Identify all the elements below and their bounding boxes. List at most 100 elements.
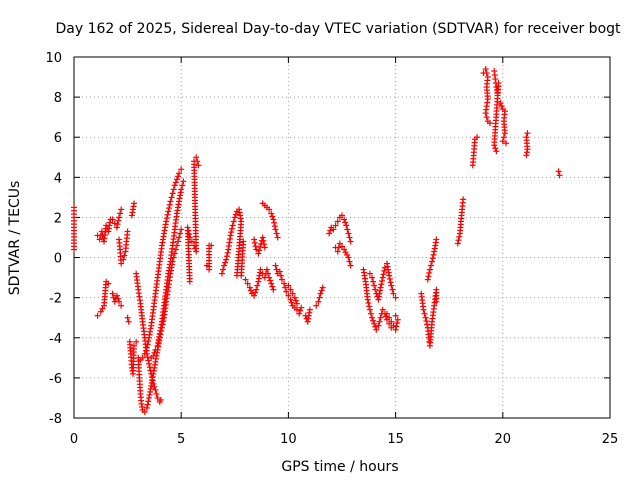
data-point <box>500 134 507 141</box>
data-point <box>493 148 500 155</box>
data-point <box>524 130 531 137</box>
data-point <box>115 217 122 224</box>
data-point <box>171 182 178 189</box>
data-point <box>114 221 121 228</box>
data-point <box>145 338 152 345</box>
data-point <box>163 218 170 225</box>
x-tick-label: 15 <box>387 432 404 447</box>
data-point <box>272 262 279 269</box>
data-point <box>269 283 276 290</box>
data-point <box>150 352 157 359</box>
data-point <box>420 306 427 313</box>
data-point <box>178 186 185 193</box>
data-point <box>382 313 389 320</box>
data-point <box>292 297 299 304</box>
data-point <box>433 236 440 243</box>
data-point <box>499 138 506 145</box>
data-point <box>293 300 300 307</box>
data-point <box>131 200 138 207</box>
data-point <box>394 316 401 323</box>
data-point <box>254 282 261 289</box>
data-point <box>370 278 377 285</box>
data-point <box>426 266 433 273</box>
data-point <box>184 224 191 231</box>
data-point <box>342 219 349 226</box>
data-point <box>268 210 275 217</box>
data-point <box>392 294 399 301</box>
data-point <box>365 300 372 307</box>
data-point <box>223 256 230 263</box>
data-point <box>315 298 322 305</box>
data-point <box>344 226 351 233</box>
data-point <box>277 272 284 279</box>
data-point <box>231 214 238 221</box>
data-point <box>170 186 177 193</box>
data-point <box>172 246 179 253</box>
data-point <box>381 264 388 271</box>
data-point <box>377 284 384 291</box>
data-point <box>118 260 125 267</box>
data-point <box>424 276 431 283</box>
data-point <box>387 279 394 286</box>
data-point <box>144 401 151 408</box>
y-tick-label: 8 <box>54 91 62 106</box>
data-point <box>152 346 159 353</box>
data-point <box>426 269 433 276</box>
chart-title: Day 162 of 2025, Sidereal Day-to-day VTE… <box>55 21 621 37</box>
data-point <box>330 226 337 233</box>
data-point <box>389 286 396 293</box>
data-point <box>145 357 152 364</box>
data-point <box>186 234 193 241</box>
data-point <box>139 354 146 361</box>
data-point <box>335 244 342 251</box>
data-point <box>118 302 125 309</box>
data-point <box>271 223 278 230</box>
data-point <box>221 262 228 269</box>
data-point <box>178 166 185 173</box>
data-point <box>282 284 289 291</box>
data-point <box>285 282 292 289</box>
data-point <box>178 226 185 233</box>
data-point <box>366 303 373 310</box>
data-point <box>433 298 440 305</box>
data-point <box>497 100 504 107</box>
data-point <box>283 288 290 295</box>
data-point <box>273 230 280 237</box>
data-point <box>124 314 131 321</box>
data-point <box>218 270 225 277</box>
data-point <box>366 270 373 277</box>
data-point <box>227 232 234 239</box>
data-point <box>376 318 383 325</box>
data-point <box>384 310 391 317</box>
data-point <box>109 290 116 297</box>
data-point <box>327 227 334 234</box>
y-axis-label: SDTVAR / TECUs <box>7 181 23 296</box>
data-point <box>266 206 273 213</box>
data-point <box>367 310 374 317</box>
data-point <box>297 307 304 314</box>
x-axis: 0 5 10 15 20 25 <box>70 57 618 447</box>
data-point <box>94 312 101 319</box>
data-point <box>252 243 259 250</box>
data-point <box>154 394 161 401</box>
data-point <box>244 280 251 287</box>
data-point <box>343 222 350 229</box>
data-point <box>390 290 397 297</box>
data-point <box>371 282 378 289</box>
data-point <box>482 110 489 117</box>
data-point <box>118 206 125 213</box>
data-point <box>71 246 77 253</box>
data-point <box>164 211 171 218</box>
data-point <box>373 326 380 333</box>
data-point <box>194 158 201 165</box>
data-point <box>288 299 295 306</box>
data-point <box>492 145 499 152</box>
data-point <box>482 66 489 73</box>
data-point <box>174 173 181 180</box>
data-point <box>555 168 562 175</box>
data-point <box>388 282 395 289</box>
x-axis-label: GPS time / hours <box>281 459 398 475</box>
data-point <box>168 194 175 201</box>
y-tick-label: 2 <box>54 211 62 226</box>
